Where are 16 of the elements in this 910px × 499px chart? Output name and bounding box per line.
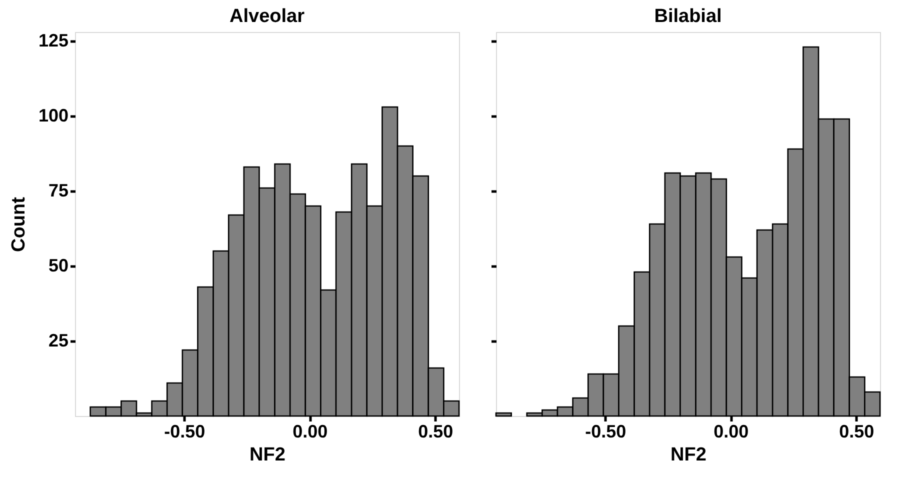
- chart-title: Bilabial: [654, 6, 722, 27]
- x-tick-label: -0.50: [585, 422, 626, 442]
- x-tick-label: 0.50: [839, 422, 874, 442]
- x-tick-label: 0.50: [418, 422, 454, 442]
- y-tick-label: 100: [38, 106, 68, 126]
- x-tick-label: 0.00: [714, 422, 749, 442]
- x-axis-title: NF2: [250, 444, 286, 466]
- x-tick-label: -0.50: [164, 422, 206, 442]
- y-tick-label: 125: [38, 30, 68, 50]
- y-tick-label: 25: [48, 330, 68, 350]
- x-tick-label: 0.00: [292, 422, 328, 442]
- y-tick-label: 50: [48, 256, 68, 276]
- y-tick-label: 75: [48, 180, 68, 200]
- chart-title: Alveolar: [230, 6, 306, 27]
- x-axis-title: NF2: [670, 444, 706, 466]
- y-axis-title: Count: [8, 196, 30, 252]
